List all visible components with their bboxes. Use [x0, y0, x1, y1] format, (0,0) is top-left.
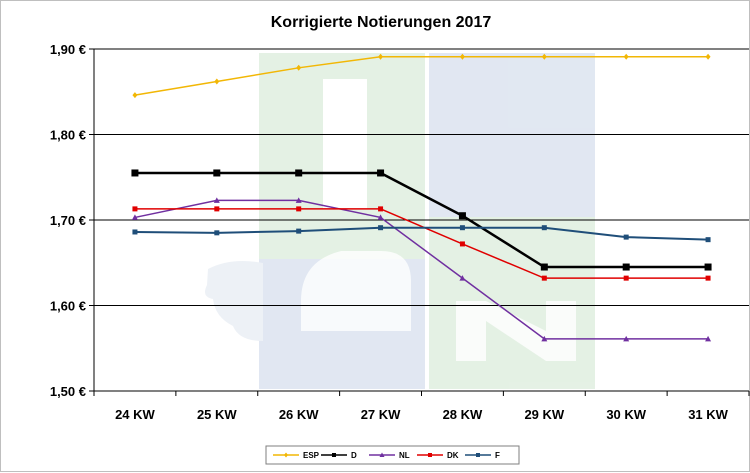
data-point-f	[296, 228, 302, 234]
x-tick-label: 29 KW	[524, 407, 564, 422]
data-point-f	[705, 237, 711, 243]
legend-label-nl: NL	[399, 451, 410, 460]
y-tick-label: 1,80 €	[50, 128, 86, 143]
data-point-dk	[214, 206, 220, 212]
data-point-dk	[623, 275, 629, 281]
legend-label-d: D	[351, 451, 357, 460]
data-point-f	[132, 229, 138, 235]
data-point-nl	[213, 197, 220, 203]
series-line-f	[134, 226, 709, 241]
data-point-nl	[131, 214, 138, 220]
data-point-dk	[296, 206, 302, 212]
data-point-f	[378, 225, 384, 231]
y-tick-label: 1,50 €	[50, 384, 86, 399]
series-nl	[131, 197, 712, 342]
series-line-esp	[134, 55, 709, 96]
axes	[93, 49, 750, 396]
series-line-d	[134, 171, 709, 269]
legend-item-dk: DK	[417, 451, 459, 460]
data-point-esp	[132, 92, 138, 99]
data-point-f	[623, 234, 629, 240]
data-point-f	[214, 230, 220, 236]
data-point-dk	[378, 206, 384, 212]
data-point-d	[131, 169, 139, 177]
legend-marker-nl	[379, 452, 385, 457]
x-tick-label: 30 KW	[606, 407, 646, 422]
series-lines	[131, 53, 712, 342]
data-point-nl	[459, 275, 466, 281]
data-point-esp	[541, 53, 547, 60]
legend-marker-dk	[428, 453, 432, 457]
legend-marker-esp	[284, 452, 288, 458]
data-point-dk	[705, 275, 711, 281]
legend-item-f: F	[465, 451, 500, 460]
data-point-dk	[459, 241, 465, 247]
y-tick-label: 1,70 €	[50, 213, 86, 228]
series-d	[131, 169, 712, 271]
legend-item-d: D	[321, 451, 357, 460]
series-f	[132, 225, 711, 243]
data-point-d	[704, 263, 712, 271]
x-tick-label: 27 KW	[361, 407, 401, 422]
y-tick-label: 1,60 €	[50, 299, 86, 314]
data-point-dk	[541, 275, 547, 281]
y-axis-tick-labels: 1,90 € 1,80 € 1,70 € 1,60 € 1,50 €	[50, 42, 86, 399]
data-point-esp	[214, 78, 220, 85]
data-point-nl	[377, 214, 384, 220]
legend-marker-d	[332, 453, 336, 457]
legend-item-esp: ESP	[273, 451, 320, 460]
x-tick-label: 25 KW	[197, 407, 237, 422]
series-line-nl	[134, 199, 709, 340]
data-point-nl	[623, 335, 630, 342]
data-point-d	[295, 169, 303, 177]
x-tick-label: 28 KW	[443, 407, 483, 422]
data-point-d	[458, 212, 466, 220]
data-point-esp	[296, 64, 302, 71]
series-esp	[132, 53, 711, 99]
series-line-dk	[134, 208, 709, 279]
data-point-esp	[705, 53, 711, 60]
legend-item-nl: NL	[369, 451, 410, 460]
data-point-nl	[705, 335, 712, 342]
x-axis-tick-labels: 24 KW 25 KW 26 KW 27 KW 28 KW 29 KW 30 KW 31 KW	[115, 407, 729, 422]
data-point-d	[213, 169, 221, 177]
data-point-f	[459, 225, 465, 231]
data-point-esp	[378, 53, 384, 60]
data-point-f	[541, 225, 547, 231]
legend-label-f: F	[495, 451, 500, 460]
y-tick-label: 1,90 €	[50, 42, 86, 57]
data-point-nl	[295, 197, 302, 203]
legend-label-esp: ESP	[303, 451, 320, 460]
legend: ESP D NL DK F	[265, 445, 520, 465]
data-point-esp	[623, 53, 629, 60]
series-dk	[132, 206, 711, 281]
background-logo	[205, 53, 595, 389]
data-point-dk	[132, 206, 138, 212]
legend-marker-f	[476, 453, 480, 457]
chart-title: Korrigierte Notierungen 2017	[271, 14, 492, 31]
legend-label-dk: DK	[447, 451, 459, 460]
x-tick-label: 26 KW	[279, 407, 319, 422]
data-point-d	[622, 263, 630, 271]
data-point-nl	[541, 335, 548, 342]
data-point-esp	[459, 53, 465, 60]
x-tick-label: 24 KW	[115, 407, 155, 422]
data-point-d	[377, 169, 385, 177]
x-tick-label: 31 KW	[688, 407, 728, 422]
data-point-d	[540, 263, 548, 271]
